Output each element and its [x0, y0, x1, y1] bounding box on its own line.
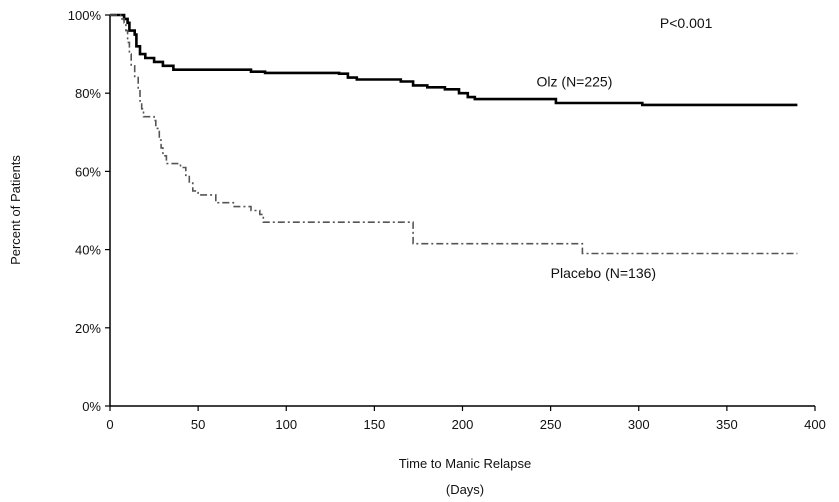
y-tick-label: 40%: [75, 243, 101, 258]
series-layer: [110, 13, 798, 255]
x-tick-label: 200: [452, 417, 474, 432]
y-axis-title: Percent of Patients: [8, 155, 23, 265]
x-tick-label: 150: [364, 417, 386, 432]
x-tick-label: 0: [106, 417, 113, 432]
x-tick-label: 50: [191, 417, 205, 432]
annotations: P<0.001 Olz (N=225) Placebo (N=136): [537, 15, 713, 281]
chart-annotation: Olz (N=225): [537, 73, 613, 89]
x-axis-unit: (Days): [446, 482, 484, 497]
y-tick-label: 100%: [68, 8, 102, 23]
x-tick-label: 100: [275, 417, 297, 432]
olz-survival-line: [110, 13, 798, 107]
x-tick-label: 300: [628, 417, 650, 432]
y-ticks: 0% 20% 40% 60% 80% 100%: [68, 8, 110, 414]
y-tick-label: 80%: [75, 86, 101, 101]
x-axis-title: Time to Manic Relapse: [399, 456, 531, 471]
chart-annotation: Placebo (N=136): [551, 265, 656, 281]
axes: [109, 15, 815, 407]
placebo-survival-line: [110, 14, 798, 255]
y-tick-label: 60%: [75, 164, 101, 179]
x-ticks: 0 50 100 150 200 250 300 350 400: [106, 406, 826, 432]
x-tick-label: 400: [804, 417, 826, 432]
x-tick-label: 350: [716, 417, 738, 432]
y-tick-label: 0%: [82, 399, 101, 414]
y-tick-label: 20%: [75, 321, 101, 336]
x-tick-label: 250: [540, 417, 562, 432]
chart-annotation: P<0.001: [660, 15, 713, 31]
